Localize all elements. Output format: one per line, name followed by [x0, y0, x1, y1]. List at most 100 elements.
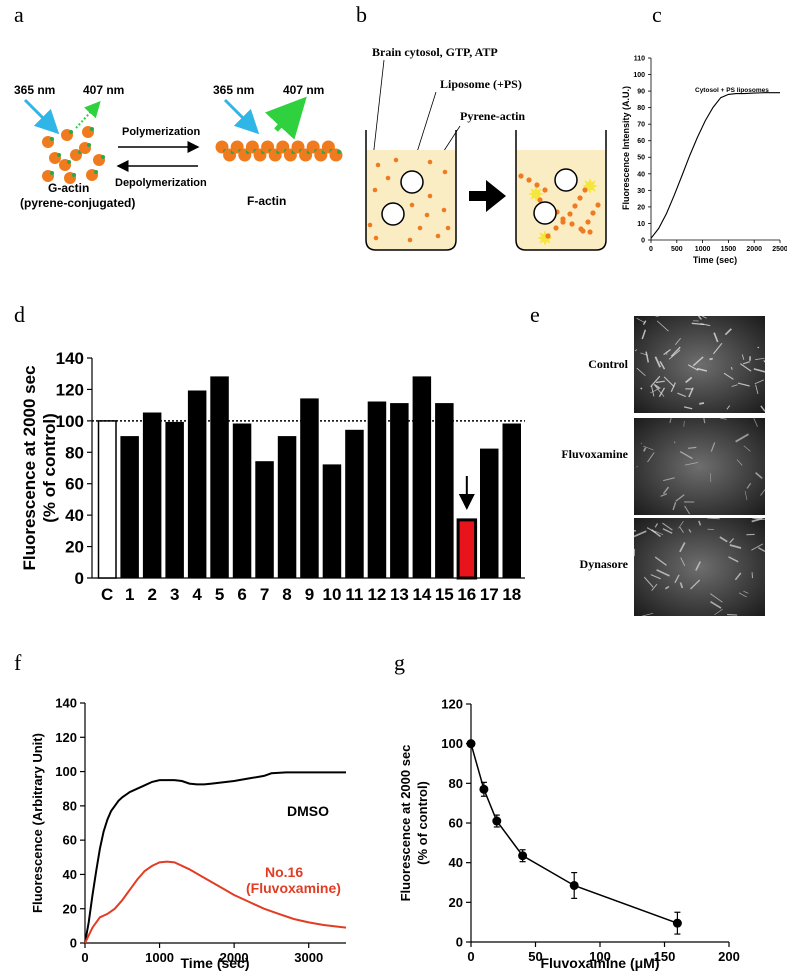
actin-filament — [650, 574, 661, 580]
actin-filament — [760, 489, 766, 496]
actin-polymer-bead — [582, 187, 588, 193]
actin-filament — [670, 382, 676, 393]
c-y-tick-label: 80 — [637, 105, 645, 112]
panel-e-micrographs: Control Fluvoxamine Dynasore — [561, 315, 766, 617]
d-y-tick-label: 120 — [56, 380, 84, 399]
panel-letter-d: d — [14, 302, 25, 327]
panel-b-schematic: Brain cytosol, GTP, ATP Liposome (+PS) P… — [365, 45, 607, 251]
actin-filament — [692, 356, 704, 367]
b-right-liposome-1 — [554, 168, 578, 192]
b-left-liposome-2 — [381, 202, 405, 226]
g-data-point — [466, 739, 476, 749]
micrograph-fluvoxamine — [634, 418, 765, 515]
pyrene-actin-particle — [417, 225, 423, 231]
pyrene-actin-particle — [427, 193, 433, 199]
d-y-tick-label: 20 — [65, 538, 84, 557]
pyrene-actin-particle — [373, 235, 379, 241]
panel-letter-e: e — [530, 302, 540, 327]
pyrene-actin-particle — [385, 175, 391, 181]
c-y-tick-label: 60 — [637, 138, 645, 145]
f-y-tick-label: 20 — [63, 901, 77, 916]
d-category-label: 12 — [367, 585, 386, 604]
d-category-label: 11 — [345, 585, 363, 604]
actin-filament — [687, 364, 699, 371]
actin-filament — [683, 420, 685, 427]
actin-polymer-bead — [572, 203, 578, 209]
pyrene-actin-particle — [407, 237, 413, 243]
panel-letter-b: b — [356, 2, 367, 27]
actin-filament — [660, 493, 668, 497]
actin-filament — [650, 375, 661, 388]
actin-filament — [741, 354, 745, 360]
pyrene-label — [90, 127, 94, 131]
d-bar — [300, 398, 319, 579]
a-left-wavelength-out: 407 nm — [83, 83, 124, 97]
d-category-label: 18 — [502, 585, 521, 604]
c-y-tick-label: 50 — [637, 155, 645, 162]
f-series-label-dmso: DMSO — [287, 803, 329, 819]
b-beaker-right-fluid — [516, 150, 606, 250]
b-label-pyrene: Pyrene-actin — [460, 109, 525, 123]
panel-letter-g: g — [394, 650, 405, 675]
f-y-tick-label: 80 — [63, 798, 77, 813]
d-bar — [210, 376, 229, 579]
actin-filament — [726, 405, 731, 410]
g-x-tick-label: 200 — [718, 949, 740, 964]
actin-filament — [755, 472, 763, 480]
b-beaker-left-fluid — [366, 150, 456, 250]
actin-filament — [760, 405, 766, 412]
b-left-particles — [367, 157, 451, 243]
actin-filament — [755, 357, 765, 360]
actin-filament — [662, 528, 673, 534]
d-bar — [142, 412, 162, 579]
d-y-tick-label: 80 — [65, 443, 84, 462]
actin-polymer-bead — [590, 210, 596, 216]
actin-polymer-bead — [560, 219, 566, 225]
f-y-tick-label: 120 — [55, 730, 77, 745]
d-category-label: 8 — [282, 585, 291, 604]
actin-filament — [643, 447, 647, 452]
actin-filament — [634, 349, 638, 352]
d-category-label: 13 — [390, 585, 409, 604]
actin-filament — [729, 538, 735, 544]
d-category-label: 14 — [412, 585, 431, 604]
d-category-label: 17 — [480, 585, 499, 604]
actin-filament — [713, 332, 719, 343]
g-data-point — [569, 880, 579, 890]
d-bar — [277, 436, 297, 579]
actin-filament — [709, 357, 713, 361]
actin-filament — [651, 529, 661, 538]
c-x-tick-label: 2000 — [746, 246, 762, 253]
actin-polymer-bead — [577, 195, 583, 201]
d-y-axis-label-line2: (% of control) — [40, 413, 59, 523]
actin-filament — [675, 338, 681, 345]
g-data-point — [518, 851, 528, 861]
actin-filament — [647, 452, 655, 463]
pyrene-actin-particle — [441, 207, 447, 213]
g-y-tick-label: 80 — [449, 776, 463, 791]
actin-filament — [724, 328, 732, 336]
actin-filament — [731, 384, 738, 387]
d-category-label: 7 — [260, 585, 269, 604]
actin-filament — [663, 477, 675, 482]
actin-filament — [697, 315, 702, 320]
actin-filament — [651, 386, 655, 397]
fluorescence-burst — [537, 230, 553, 246]
d-y-tick-label: 0 — [75, 569, 84, 588]
pyrene-label — [50, 137, 54, 141]
e-label-dynasore: Dynasore — [580, 557, 629, 571]
actin-filament — [678, 521, 684, 529]
d-y-tick-label: 100 — [56, 412, 84, 431]
actin-filament — [723, 372, 734, 380]
g-data-point — [672, 918, 682, 928]
actin-filament — [674, 574, 680, 584]
pyrene-label — [101, 155, 105, 159]
a-forward-label: Polymerization — [122, 126, 201, 138]
pyrene-label — [57, 153, 61, 157]
actin-filament — [654, 556, 667, 566]
g-x-tick-label: 0 — [467, 949, 474, 964]
a-left-wavelength-in: 365 nm — [14, 83, 55, 97]
actin-filament — [710, 601, 722, 609]
f-actin-subunit — [329, 148, 343, 162]
